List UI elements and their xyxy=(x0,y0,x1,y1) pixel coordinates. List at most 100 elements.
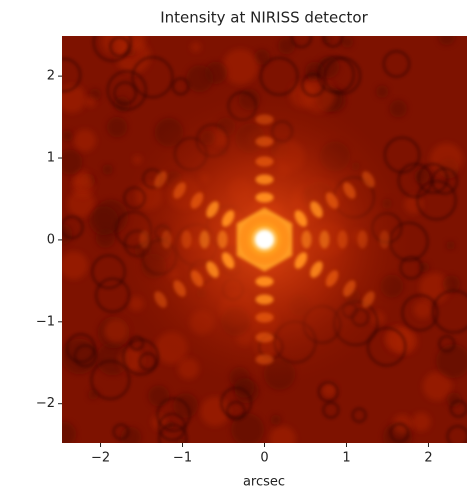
speckle xyxy=(101,36,131,56)
dark-ring xyxy=(438,335,456,353)
speckle xyxy=(106,116,128,138)
dark-ring xyxy=(226,401,246,421)
dark-ring xyxy=(417,163,449,194)
dark-ring xyxy=(171,77,190,96)
speckle xyxy=(62,251,88,280)
x-axis-label: arcsec xyxy=(243,475,285,490)
dark-ring xyxy=(73,344,97,368)
y-tick-label: −1 xyxy=(36,314,55,329)
dark-ring xyxy=(449,399,467,418)
spike-blob xyxy=(325,270,339,287)
speckle xyxy=(270,414,282,426)
spike-blob xyxy=(221,210,235,227)
spike-blob xyxy=(357,230,368,249)
spike-blob xyxy=(319,230,330,249)
spike-blob xyxy=(301,230,312,249)
dark-ring xyxy=(431,289,467,334)
spike-blob xyxy=(255,294,274,305)
spike-blob xyxy=(206,261,219,278)
speckle xyxy=(341,36,354,48)
spike-blob xyxy=(362,291,375,308)
spike-blob xyxy=(255,156,274,167)
spike-blob xyxy=(337,230,348,249)
spike-blob xyxy=(310,201,323,218)
speckle xyxy=(85,96,96,108)
speckle xyxy=(278,37,296,55)
dark-ring xyxy=(401,294,439,332)
dark-ring xyxy=(90,360,131,400)
x-tick-label: 2 xyxy=(424,451,432,466)
spike-blob xyxy=(173,280,186,297)
speckle xyxy=(104,318,129,343)
y-tick-label: 1 xyxy=(47,151,55,166)
spike-blob xyxy=(221,252,235,269)
speckle xyxy=(389,99,408,118)
dark-ring xyxy=(220,386,253,419)
spike-blob xyxy=(294,252,308,269)
speckle xyxy=(148,385,170,407)
spike-blob xyxy=(255,354,274,365)
y-tick-label: 0 xyxy=(47,232,55,247)
speckle xyxy=(446,240,456,250)
speckle xyxy=(62,84,86,113)
spike-blob xyxy=(294,210,308,227)
spike-blob xyxy=(255,276,274,287)
y-tick-label: 2 xyxy=(47,69,55,84)
spike-blob xyxy=(161,230,172,249)
dark-ring xyxy=(65,333,96,363)
intensity-image xyxy=(62,36,467,443)
dark-ring xyxy=(62,57,82,93)
dark-ring xyxy=(323,57,362,95)
dark-ring xyxy=(290,36,312,49)
x-tick-label: −1 xyxy=(173,451,192,466)
dark-ring xyxy=(158,412,187,442)
x-tick-label: −2 xyxy=(91,451,110,466)
speckle xyxy=(375,85,389,98)
speckle xyxy=(62,421,77,443)
dark-ring xyxy=(109,36,131,58)
speckle xyxy=(96,342,130,376)
spike-blob xyxy=(154,171,167,188)
core-peak xyxy=(255,230,274,249)
speckle xyxy=(62,149,83,175)
dark-ring xyxy=(113,81,137,105)
dark-ring xyxy=(446,425,467,443)
speckle xyxy=(254,49,270,66)
spike-blob xyxy=(343,182,356,199)
spike-blob xyxy=(154,291,167,308)
speckle xyxy=(231,413,265,443)
speckle xyxy=(191,42,201,53)
speckle xyxy=(62,223,73,245)
dark-ring xyxy=(138,352,158,371)
speckle xyxy=(413,300,432,319)
speckle xyxy=(419,272,450,304)
speckle xyxy=(102,164,114,175)
speckle xyxy=(436,344,467,379)
speckle xyxy=(446,392,462,407)
spike-blob xyxy=(255,136,274,147)
dark-ring xyxy=(389,422,410,443)
x-tick-label: 1 xyxy=(342,451,350,466)
dark-ring xyxy=(129,335,145,351)
speckle xyxy=(411,412,431,432)
dark-ring xyxy=(351,407,367,423)
speckle xyxy=(322,382,337,398)
spike-blob xyxy=(217,230,228,249)
speckle xyxy=(177,438,186,443)
spike-blob xyxy=(255,174,274,185)
speckle xyxy=(430,143,463,176)
spike-blob xyxy=(343,280,356,297)
speckle xyxy=(186,65,214,93)
dark-ring xyxy=(322,36,344,48)
dark-ring xyxy=(156,397,191,432)
spike-blob xyxy=(255,312,274,323)
speckle xyxy=(67,190,95,218)
spike-blob xyxy=(139,230,150,249)
dark-ring xyxy=(382,50,411,78)
speckle xyxy=(62,130,74,142)
spike-blob xyxy=(173,182,186,199)
spike-blob xyxy=(325,192,339,209)
dark-ring xyxy=(62,215,84,240)
speckle xyxy=(120,426,142,443)
